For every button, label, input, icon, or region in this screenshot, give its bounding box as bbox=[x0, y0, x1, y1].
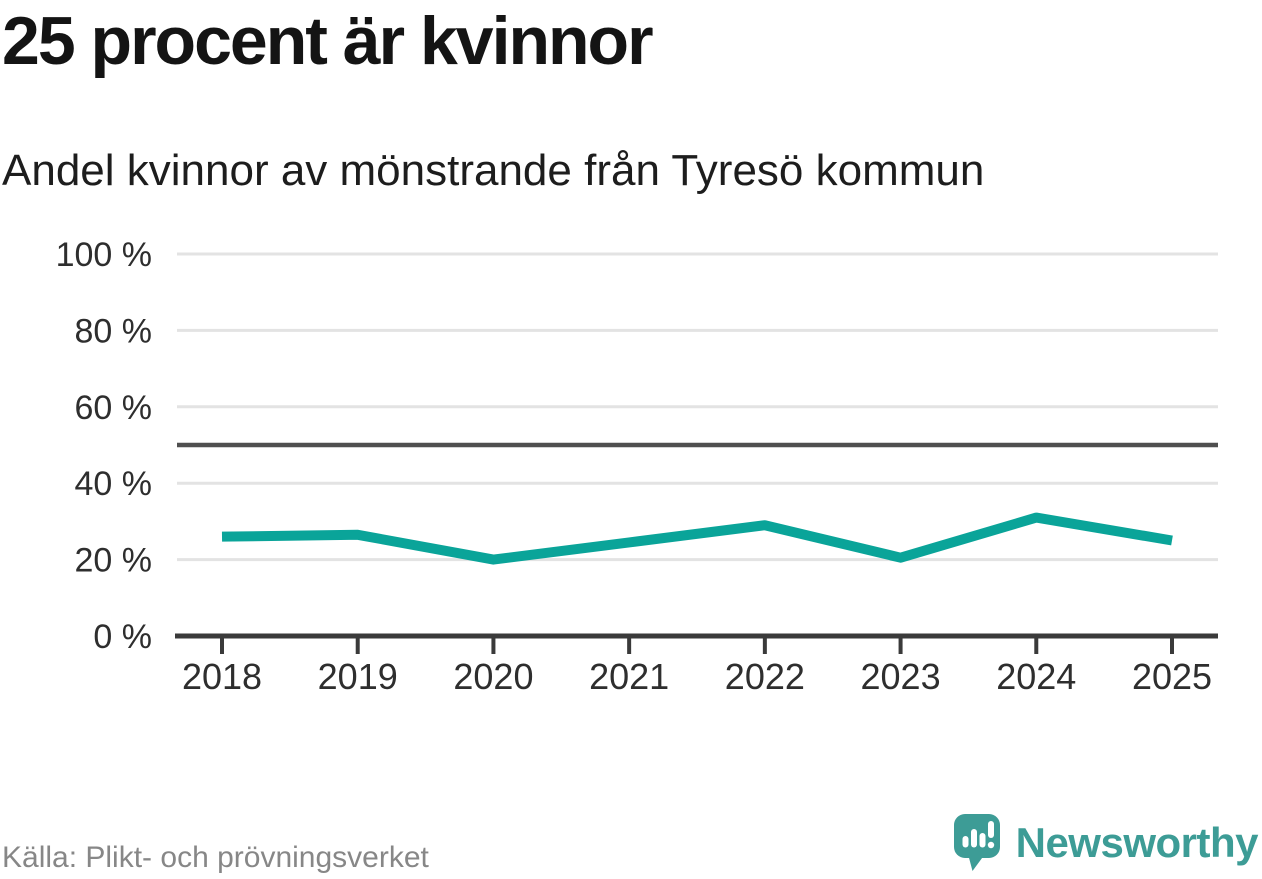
newsworthy-bar-chart-bubble-icon bbox=[953, 814, 1000, 871]
x-tick-label: 2021 bbox=[589, 656, 669, 697]
source-note: Källa: Plikt- och prövningsverket bbox=[2, 841, 429, 874]
y-tick-label: 20 % bbox=[75, 542, 153, 580]
x-tick-label: 2020 bbox=[453, 656, 533, 697]
y-tick-label: 60 % bbox=[75, 389, 153, 427]
newsworthy-logo-text: Newsworthy bbox=[1015, 819, 1259, 866]
y-tick-label: 0 % bbox=[93, 618, 152, 656]
y-tick-label: 100 % bbox=[56, 236, 152, 274]
y-tick-label: 40 % bbox=[75, 465, 153, 503]
chart-title: 25 procent är kvinnor bbox=[2, 3, 654, 79]
x-tick-label: 2024 bbox=[996, 656, 1076, 697]
x-tick-label: 2018 bbox=[182, 656, 262, 697]
x-tick-label: 2025 bbox=[1132, 656, 1212, 697]
x-tick-label: 2023 bbox=[861, 656, 941, 697]
x-tick-label: 2022 bbox=[725, 656, 805, 697]
newsworthy-logo: Newsworthy bbox=[953, 814, 1259, 872]
chart-subtitle: Andel kvinnor av mönstrande från Tyresö … bbox=[2, 146, 985, 195]
x-tick-label: 2019 bbox=[318, 656, 398, 697]
data-line-andel-kvinnor bbox=[221, 512, 1173, 565]
y-tick-label: 80 % bbox=[75, 312, 153, 350]
